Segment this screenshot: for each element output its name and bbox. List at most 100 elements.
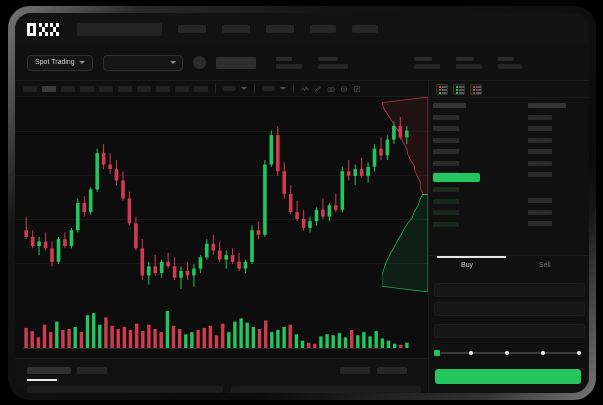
pair-name-placeholder: [215, 56, 256, 69]
chart-toolbar: [15, 81, 428, 97]
indicator-icon[interactable]: [301, 85, 309, 93]
timeframe-5[interactable]: [118, 85, 132, 92]
chart-type-select[interactable]: [223, 86, 236, 91]
orderbook-ask-row[interactable]: [433, 137, 459, 143]
order-form: [429, 277, 589, 393]
orderbook-bid-row[interactable]: [528, 160, 552, 166]
orders-action-one[interactable]: [340, 367, 370, 374]
ticker-stat-4: [497, 56, 522, 69]
orders-tab-active-indicator: [27, 379, 57, 381]
timeframe-9[interactable]: [194, 85, 208, 92]
tab-buy[interactable]: Buy: [461, 262, 474, 269]
indicator-select[interactable]: [262, 86, 275, 91]
ticker-stat-label: [497, 56, 514, 61]
coin-avatar: [192, 56, 206, 69]
slider-stop-75[interactable]: [541, 350, 545, 355]
timeframe-2[interactable]: [61, 85, 75, 92]
gear-icon[interactable]: [340, 85, 348, 93]
orderbook-bid-row[interactable]: [433, 221, 459, 227]
orderbook-ask-row[interactable]: [433, 126, 459, 131]
orderbook-ask-row[interactable]: [433, 114, 459, 120]
slider-stop-50[interactable]: [505, 350, 509, 355]
price-chart[interactable]: [15, 97, 428, 303]
orders-content-right: [231, 386, 421, 393]
trading-mode-select[interactable]: Spot Trading: [27, 54, 93, 71]
ticker-stats: [275, 56, 522, 69]
orderbook-asks-icon[interactable]: [470, 83, 482, 95]
toolbar-divider: [293, 84, 294, 93]
submit-buy-button[interactable]: [435, 369, 581, 384]
orders-tab-open[interactable]: [27, 367, 71, 374]
chevron-down-icon: [169, 61, 176, 64]
orderbook-both-icon[interactable]: [436, 83, 448, 95]
ticker-stat-value: [455, 63, 482, 69]
orderbook-bid-row[interactable]: [528, 126, 552, 131]
orderbook-trade-column: Buy Sell: [428, 81, 589, 393]
orderbook-bid-row[interactable]: [528, 149, 552, 154]
orderbook-ask-row[interactable]: [433, 160, 459, 166]
pair-select[interactable]: [102, 54, 183, 71]
orderbook-bid-row[interactable]: [528, 137, 552, 143]
orders-tab-history[interactable]: [77, 367, 107, 374]
orderbook-header: [429, 81, 589, 98]
timeframe-8[interactable]: [175, 85, 189, 92]
orderbook-bid-row[interactable]: [433, 187, 459, 192]
ticker-stat-label: [413, 56, 432, 61]
nav-item-4[interactable]: [352, 25, 378, 33]
search-input[interactable]: [77, 22, 162, 36]
order-type-field[interactable]: [434, 283, 585, 297]
slider-stop-100[interactable]: [577, 350, 581, 355]
price-field[interactable]: [434, 302, 585, 316]
okx-logo[interactable]: [27, 22, 59, 36]
candlestick-series: [24, 117, 409, 289]
orderbook-bid-row[interactable]: [528, 172, 552, 177]
chevron-down-icon[interactable]: [241, 87, 247, 90]
device-screen: Spot Trading: [15, 13, 589, 393]
chevron-down-icon: [78, 61, 85, 64]
nav-item-1[interactable]: [222, 25, 250, 33]
orderbook-bid-row[interactable]: [528, 221, 552, 226]
top-navigation-bar: [15, 13, 589, 45]
nav-item-2[interactable]: [266, 25, 294, 33]
toolbar-divider: [254, 84, 255, 93]
nav-item-3[interactable]: [310, 25, 336, 33]
camera-icon[interactable]: [327, 85, 335, 93]
orderbook-bid-row[interactable]: [528, 198, 552, 203]
chart-gridline: [15, 263, 428, 264]
slider-handle[interactable]: [433, 348, 441, 357]
timeframe-0[interactable]: [23, 85, 37, 92]
orderbook-bid-row[interactable]: [433, 198, 459, 204]
device-frame: Spot Trading: [8, 6, 596, 400]
nav-item-0[interactable]: [178, 25, 206, 33]
timeframe-1[interactable]: [42, 85, 56, 92]
orderbook-bid-row[interactable]: [528, 209, 552, 215]
timeframe-3[interactable]: [80, 85, 94, 92]
pencil-icon[interactable]: [314, 85, 322, 93]
timeframe-7[interactable]: [156, 85, 170, 92]
orderbook-spread-row[interactable]: [433, 173, 480, 182]
ticker-stat-label: [275, 56, 292, 61]
orderbook-ask-row[interactable]: [433, 149, 459, 154]
slider-stop-25[interactable]: [469, 350, 473, 355]
chevron-down-icon[interactable]: [280, 87, 286, 90]
toolbar-divider: [215, 84, 216, 93]
timeframe-4[interactable]: [99, 85, 113, 92]
chart-gridline: [15, 131, 428, 132]
orderbook-bid-row[interactable]: [528, 103, 566, 108]
orderbook-bid-row[interactable]: [433, 210, 459, 215]
logo-letter-k: [38, 22, 48, 36]
orderbook-ask-row[interactable]: [433, 103, 466, 108]
orderbook-bid-row[interactable]: [528, 114, 552, 120]
amount-field[interactable]: [434, 324, 585, 338]
timeframe-6[interactable]: [137, 85, 151, 92]
orders-action-two[interactable]: [377, 367, 407, 374]
logo-letter-o: [27, 22, 36, 36]
ticker-stat-label: [317, 56, 338, 61]
ticker-stat-value: [317, 63, 348, 69]
orderbook-bids-icon[interactable]: [453, 83, 465, 95]
volume-chart: [15, 303, 428, 358]
tab-sell[interactable]: Sell: [539, 262, 551, 269]
amount-slider[interactable]: [433, 348, 581, 357]
fullscreen-icon[interactable]: [353, 85, 361, 93]
chart-gridline: [15, 175, 428, 176]
